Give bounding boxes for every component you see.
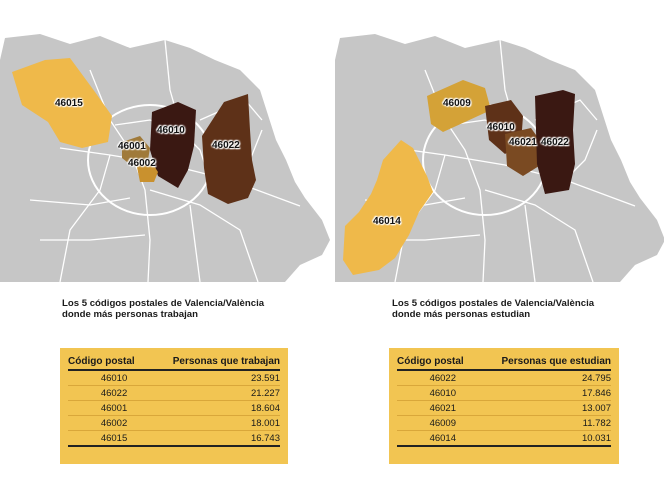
cell-value: 13.007 [477, 400, 611, 416]
district-46022 [535, 90, 575, 194]
cell-value: 11.782 [477, 415, 611, 431]
header-students: Personas que estudian [477, 354, 611, 371]
label-46022: 46022 [541, 137, 569, 148]
cell-code: 46021 [397, 400, 478, 416]
table-row: 46015 16.743 [68, 430, 280, 447]
district-46009 [427, 80, 491, 132]
header-postal-code: Código postal [397, 354, 478, 371]
label-46014: 46014 [373, 216, 401, 227]
district-46014 [343, 140, 433, 275]
table-students: Código postal Personas que estudian 4602… [397, 354, 611, 447]
cell-code: 46001 [68, 400, 150, 416]
map-students: 46009 46010 46021 46022 46014 [335, 30, 664, 282]
label-46010: 46010 [487, 122, 515, 133]
cell-value: 17.846 [477, 385, 611, 401]
map-workers: 46015 46010 46022 46001 46002 [0, 30, 330, 282]
cell-value: 16.743 [149, 430, 280, 447]
district-46001 [122, 136, 150, 166]
cell-value: 10.031 [477, 430, 611, 447]
district-46021 [505, 128, 541, 176]
cell-code: 46010 [68, 370, 150, 386]
label-46022: 46022 [212, 140, 240, 151]
cell-code: 46022 [68, 385, 150, 401]
table-row: 46014 10.031 [397, 430, 611, 447]
label-46015: 46015 [55, 98, 83, 109]
table-row: 46021 13.007 [397, 400, 611, 416]
table-row: 46022 24.795 [397, 370, 611, 386]
district-46002 [136, 160, 158, 182]
table-row: 46022 21.227 [68, 385, 280, 401]
city-base-shape [335, 34, 664, 282]
cell-code: 46002 [68, 415, 150, 431]
table-students-panel: Código postal Personas que estudian 4602… [389, 348, 619, 464]
table-workers-panel: Código postal Personas que trabajan 4601… [60, 348, 288, 464]
cell-value: 23.591 [149, 370, 280, 386]
cell-value: 21.227 [149, 385, 280, 401]
district-46022 [202, 94, 256, 204]
cell-code: 46022 [397, 370, 478, 386]
cell-code: 46010 [397, 385, 478, 401]
caption-students: Los 5 códigos postales de Valencia/Valèn… [392, 298, 595, 320]
district-46015 [12, 58, 112, 148]
table-row: 46010 23.591 [68, 370, 280, 386]
header-postal-code: Código postal [68, 354, 150, 371]
table-row: 46002 18.001 [68, 415, 280, 431]
cell-code: 46014 [397, 430, 478, 447]
label-46001: 46001 [118, 141, 146, 152]
table-row: 46009 11.782 [397, 415, 611, 431]
header-workers: Personas que trabajan [149, 354, 280, 371]
district-46010 [150, 102, 196, 188]
map-workers-svg [0, 34, 330, 282]
label-46021: 46021 [509, 137, 537, 148]
map-students-svg [335, 34, 664, 282]
label-46010: 46010 [157, 125, 185, 136]
cell-value: 18.001 [149, 415, 280, 431]
cell-code: 46015 [68, 430, 150, 447]
cell-code: 46009 [397, 415, 478, 431]
caption-workers: Los 5 códigos postales de Valencia/Valèn… [62, 298, 265, 320]
label-46002: 46002 [128, 158, 156, 169]
cell-value: 18.604 [149, 400, 280, 416]
table-row: 46001 18.604 [68, 400, 280, 416]
label-46009: 46009 [443, 98, 471, 109]
table-row: 46010 17.846 [397, 385, 611, 401]
table-workers: Código postal Personas que trabajan 4601… [68, 354, 280, 447]
cell-value: 24.795 [477, 370, 611, 386]
